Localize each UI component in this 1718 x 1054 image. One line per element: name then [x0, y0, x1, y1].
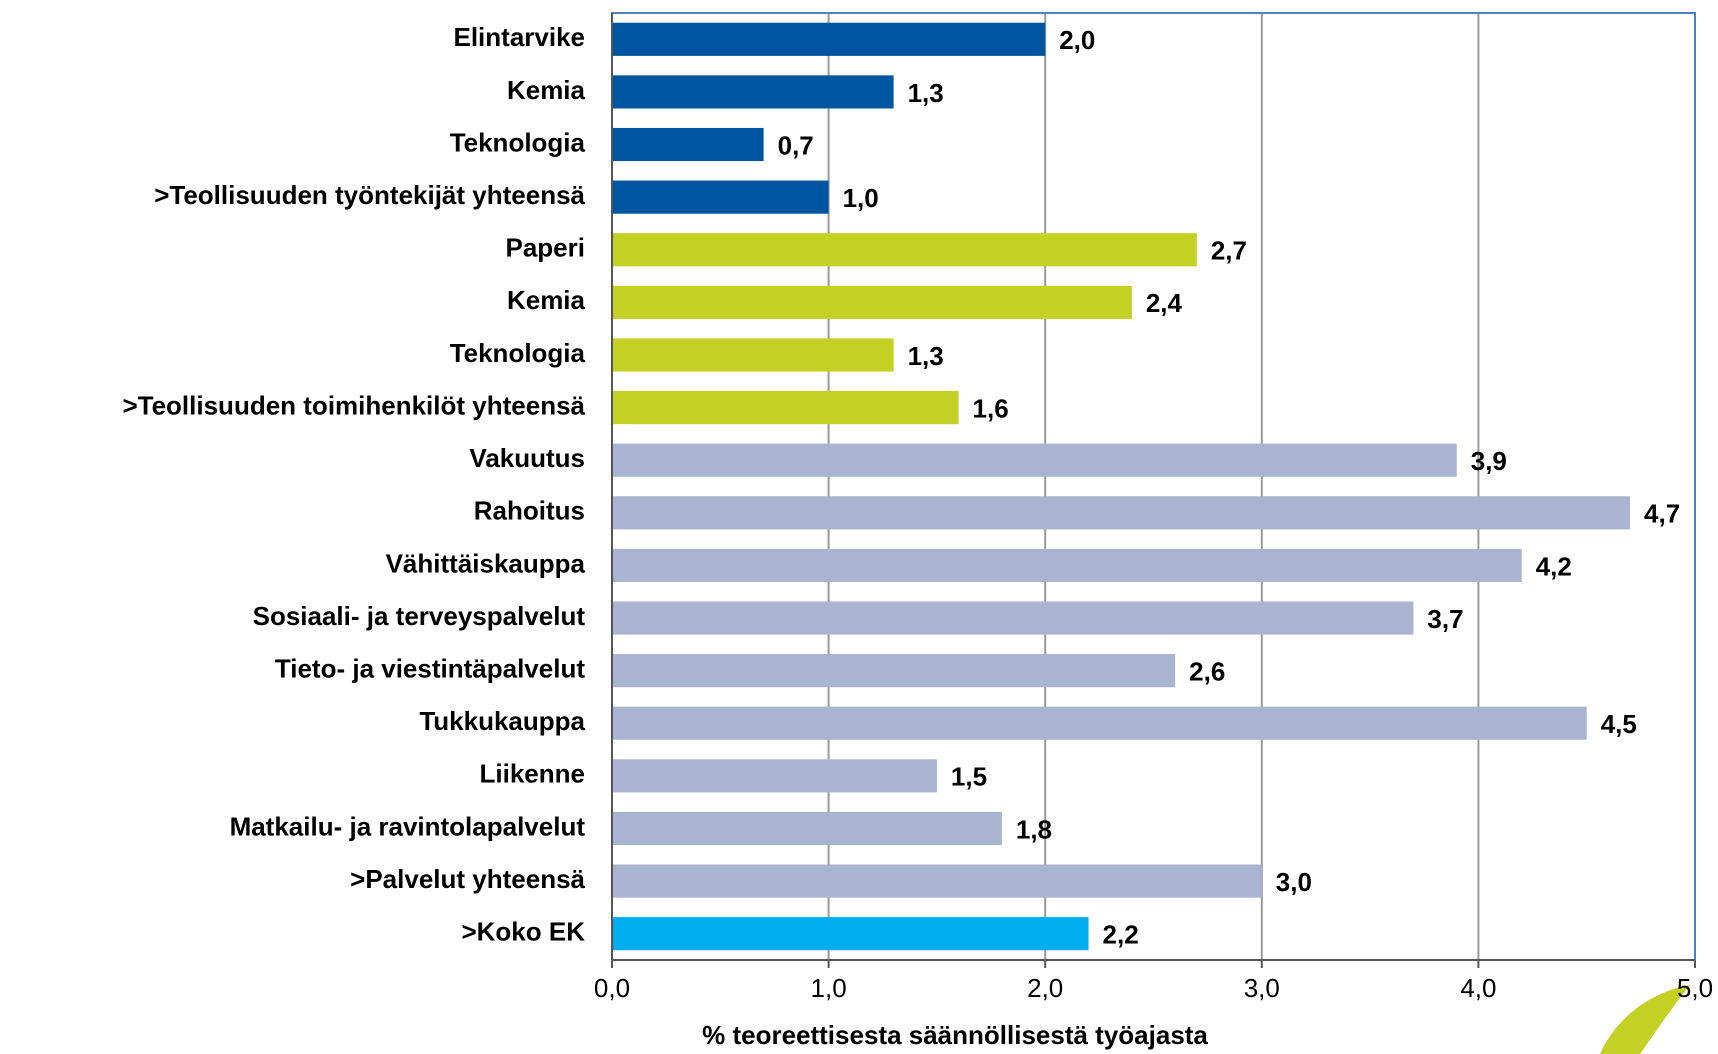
y-tick-label: Vähittäiskauppa — [386, 548, 586, 578]
y-tick-label: Kemia — [507, 285, 586, 315]
y-tick-label: >Palvelut yhteensä — [350, 864, 585, 894]
bar — [612, 338, 894, 372]
value-label: 3,0 — [1276, 867, 1312, 897]
y-tick-label: >Teollisuuden työntekijät yhteensä — [154, 180, 585, 210]
y-tick-label: Kemia — [507, 75, 586, 105]
y-tick-label: >Teollisuuden toimihenkilöt yhteensä — [122, 390, 585, 420]
value-label: 2,4 — [1146, 288, 1183, 318]
y-tick-label: Liikenne — [480, 759, 585, 789]
bar — [612, 285, 1132, 319]
y-tick-label: Teknologia — [450, 127, 586, 157]
y-tick-label: Sosiaali- ja terveyspalvelut — [253, 601, 586, 631]
bar — [612, 811, 1002, 846]
bar — [612, 22, 1046, 56]
bar — [612, 759, 937, 793]
value-label: 4,2 — [1536, 551, 1572, 581]
value-label: 2,6 — [1189, 657, 1225, 687]
x-tick-label: 5,0 — [1677, 973, 1713, 1003]
value-label: 1,3 — [908, 341, 944, 371]
value-label: 1,3 — [908, 78, 944, 108]
bar — [612, 601, 1414, 635]
value-label: 1,0 — [843, 183, 879, 213]
value-label: 2,0 — [1059, 25, 1095, 55]
y-tick-label: Teknologia — [450, 338, 586, 368]
value-label: 4,7 — [1644, 499, 1680, 529]
value-label: 4,5 — [1601, 709, 1637, 739]
x-tick-label: 3,0 — [1244, 973, 1280, 1003]
x-tick-label: 0,0 — [594, 973, 630, 1003]
bar — [612, 127, 764, 162]
value-label: 2,7 — [1211, 236, 1247, 266]
value-label: 0,7 — [778, 130, 814, 160]
x-tick-label: 4,0 — [1460, 973, 1496, 1003]
bar — [612, 180, 829, 214]
value-label: 1,6 — [973, 393, 1009, 423]
bar — [612, 443, 1457, 477]
value-label: 3,9 — [1471, 446, 1507, 476]
x-tick-label: 2,0 — [1027, 973, 1063, 1003]
y-tick-label: Tukkukauppa — [419, 706, 585, 736]
bar — [612, 233, 1197, 267]
y-tick-label: Vakuutus — [469, 443, 585, 473]
bar — [612, 391, 959, 425]
y-tick-label: Tieto- ja viestintäpalvelut — [275, 654, 586, 684]
value-label: 3,7 — [1427, 604, 1463, 634]
value-label: 1,8 — [1016, 814, 1052, 844]
x-axis-label: % teoreettisesta säännöllisestä työajast… — [702, 1020, 1208, 1050]
logo-shape — [1600, 985, 1690, 1054]
value-label: 2,2 — [1103, 920, 1139, 950]
y-tick-label: >Koko EK — [461, 917, 585, 947]
bar — [612, 75, 894, 109]
y-tick-label: Elintarvike — [453, 22, 585, 52]
x-tick-label: 1,0 — [811, 973, 847, 1003]
y-tick-label: Matkailu- ja ravintolapalvelut — [230, 811, 586, 841]
bar — [612, 548, 1522, 582]
bar — [612, 864, 1262, 898]
y-tick-label: Rahoitus — [474, 496, 585, 526]
bar — [612, 496, 1631, 530]
bar — [612, 917, 1089, 951]
value-label: 1,5 — [951, 762, 987, 792]
y-tick-label: Paperi — [506, 233, 586, 263]
bar — [612, 706, 1587, 740]
bar — [612, 654, 1176, 688]
